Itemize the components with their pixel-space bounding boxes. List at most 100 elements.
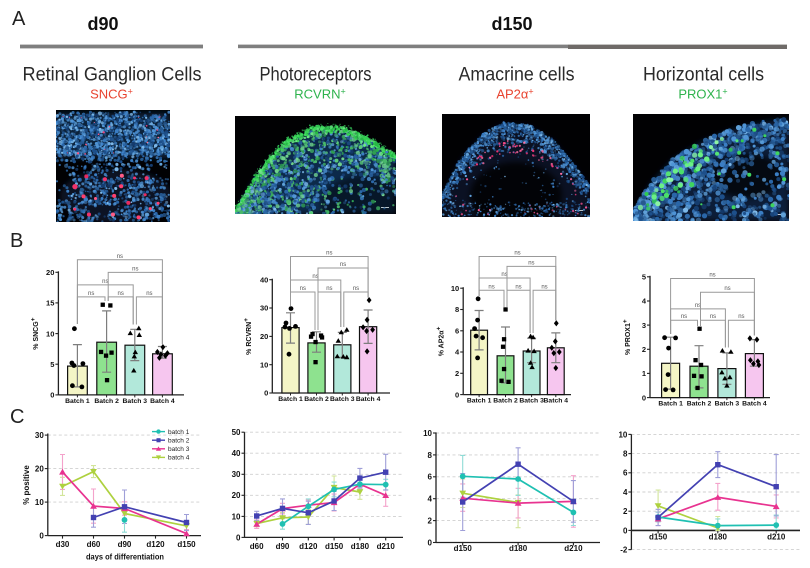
svg-text:4: 4 xyxy=(642,297,647,306)
svg-text:15: 15 xyxy=(46,299,54,308)
svg-text:ns: ns xyxy=(300,286,306,292)
svg-text:d150: d150 xyxy=(491,14,532,34)
svg-text:5: 5 xyxy=(50,360,54,369)
svg-text:0: 0 xyxy=(455,390,459,399)
svg-text:4: 4 xyxy=(455,348,460,357)
svg-text:ns: ns xyxy=(117,254,123,260)
svg-text:ns: ns xyxy=(488,284,494,290)
svg-text:ns: ns xyxy=(102,279,108,285)
svg-text:Batch 4: Batch 4 xyxy=(150,398,175,405)
svg-text:batch 2: batch 2 xyxy=(168,438,190,445)
svg-text:ns: ns xyxy=(515,284,521,290)
svg-text:1: 1 xyxy=(642,369,646,378)
svg-text:20: 20 xyxy=(232,491,241,500)
svg-text:PROX1+: PROX1+ xyxy=(678,87,727,102)
svg-text:Batch 1: Batch 1 xyxy=(278,396,303,403)
svg-text:days of differentiation: days of differentiation xyxy=(86,552,164,562)
svg-text:d60: d60 xyxy=(250,542,264,551)
svg-text:ns: ns xyxy=(541,284,547,290)
svg-text:Batch 1: Batch 1 xyxy=(658,401,683,408)
svg-text:Batch 2: Batch 2 xyxy=(493,398,518,405)
svg-text:4: 4 xyxy=(623,488,628,497)
svg-text:2: 2 xyxy=(642,345,646,354)
svg-text:ns: ns xyxy=(724,286,730,292)
svg-text:Batch 3: Batch 3 xyxy=(715,401,740,408)
svg-text:d120: d120 xyxy=(299,542,318,551)
svg-text:ns: ns xyxy=(340,262,346,268)
svg-text:d150: d150 xyxy=(177,540,196,549)
svg-text:ns: ns xyxy=(88,291,94,297)
svg-text:d180: d180 xyxy=(351,542,370,551)
svg-text:0: 0 xyxy=(50,391,54,400)
svg-text:C: C xyxy=(10,406,24,428)
svg-text:ns: ns xyxy=(326,251,332,257)
svg-text:6: 6 xyxy=(623,469,628,478)
svg-text:10: 10 xyxy=(35,498,44,507)
svg-text:Batch 4: Batch 4 xyxy=(742,401,767,408)
svg-text:d30: d30 xyxy=(56,540,70,549)
svg-text:Batch 3: Batch 3 xyxy=(330,396,355,403)
svg-text:d150: d150 xyxy=(649,532,668,541)
svg-text:ns: ns xyxy=(710,314,716,320)
svg-text:SNCG+: SNCG+ xyxy=(90,87,133,102)
svg-text:50: 50 xyxy=(232,428,241,437)
svg-text:% RCVRN+: % RCVRN+ xyxy=(243,318,253,355)
svg-text:Batch 1: Batch 1 xyxy=(467,398,492,405)
svg-text:5: 5 xyxy=(642,273,646,282)
svg-text:0: 0 xyxy=(623,526,628,535)
svg-text:Batch 2: Batch 2 xyxy=(304,396,329,403)
svg-text:d90: d90 xyxy=(87,14,118,34)
svg-text:8: 8 xyxy=(623,450,628,459)
svg-text:10: 10 xyxy=(46,329,54,338)
svg-text:ns: ns xyxy=(681,314,687,320)
svg-text:ns: ns xyxy=(738,314,744,320)
svg-text:B: B xyxy=(10,230,23,252)
svg-text:Batch 3: Batch 3 xyxy=(123,398,148,405)
svg-text:Retinal Ganglion Cells: Retinal Ganglion Cells xyxy=(23,65,202,86)
svg-text:Batch 4: Batch 4 xyxy=(356,396,381,403)
svg-text:8: 8 xyxy=(428,451,433,460)
svg-text:batch 4: batch 4 xyxy=(168,455,190,462)
svg-text:RCVRN+: RCVRN+ xyxy=(294,87,346,102)
svg-text:AP2α+: AP2α+ xyxy=(496,87,533,102)
svg-text:30: 30 xyxy=(260,304,268,313)
svg-text:0: 0 xyxy=(642,393,646,402)
svg-text:ns: ns xyxy=(709,273,715,279)
svg-text:30: 30 xyxy=(232,470,241,479)
svg-text:% PROX1+: % PROX1+ xyxy=(622,319,632,355)
svg-text:0: 0 xyxy=(428,538,433,547)
svg-text:batch 3: batch 3 xyxy=(168,446,190,453)
svg-text:Batch 2: Batch 2 xyxy=(94,398,119,405)
svg-text:d120: d120 xyxy=(146,540,165,549)
svg-text:6: 6 xyxy=(428,473,433,482)
svg-text:A: A xyxy=(12,8,26,30)
svg-text:Photoreceptors: Photoreceptors xyxy=(260,65,372,86)
svg-text:ns: ns xyxy=(132,266,138,272)
svg-text:-2: -2 xyxy=(620,546,628,555)
svg-text:3: 3 xyxy=(642,321,646,330)
svg-text:batch 1: batch 1 xyxy=(168,429,190,436)
svg-text:2: 2 xyxy=(455,369,459,378)
svg-text:d180: d180 xyxy=(709,532,728,541)
svg-text:ns: ns xyxy=(118,291,124,297)
svg-text:20: 20 xyxy=(46,268,54,277)
svg-text:Batch 2: Batch 2 xyxy=(687,401,712,408)
svg-text:10: 10 xyxy=(451,284,459,293)
svg-text:ns: ns xyxy=(514,251,520,257)
svg-text:Amacrine cells: Amacrine cells xyxy=(459,65,575,86)
svg-text:ns: ns xyxy=(501,272,507,278)
svg-text:ns: ns xyxy=(146,291,152,297)
svg-text:40: 40 xyxy=(232,449,241,458)
svg-text:2: 2 xyxy=(428,517,433,526)
svg-text:% SNCG+: % SNCG+ xyxy=(30,317,40,349)
svg-text:Batch 3: Batch 3 xyxy=(519,398,544,405)
svg-text:d210: d210 xyxy=(564,544,583,553)
svg-text:ns: ns xyxy=(326,286,332,292)
svg-text:8: 8 xyxy=(455,305,459,314)
svg-text:d150: d150 xyxy=(454,544,473,553)
svg-text:% AP2α+: % AP2α+ xyxy=(436,326,446,356)
svg-text:4: 4 xyxy=(428,495,433,504)
svg-text:Batch 4: Batch 4 xyxy=(544,398,569,405)
svg-text:d90: d90 xyxy=(276,542,290,551)
svg-text:d210: d210 xyxy=(377,542,396,551)
